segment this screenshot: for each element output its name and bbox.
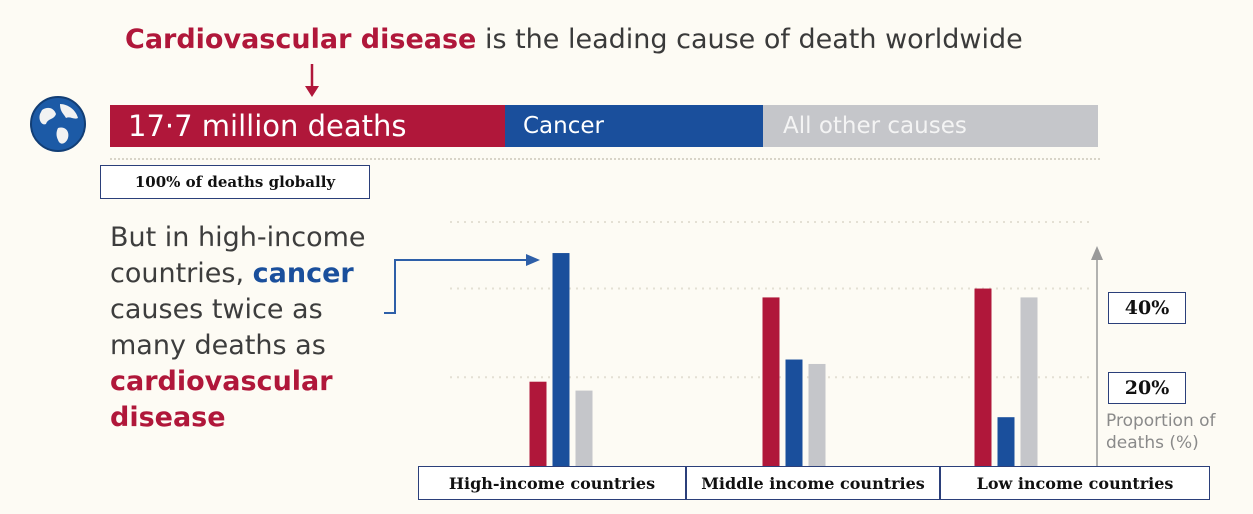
bar-cardiovascular-disease: [762, 297, 780, 466]
global-caption-box: 100% of deaths globally: [100, 165, 370, 199]
bar-cardiovascular-disease: [974, 288, 992, 466]
narrative-text: But in high-income countries, cancer cau…: [110, 220, 380, 436]
bar-cancer: [997, 417, 1015, 466]
bar-all-other-causes: [808, 363, 826, 466]
category-label: High-income countries: [418, 466, 686, 500]
bar-all-other-causes: [1020, 297, 1038, 466]
category-label: Low income countries: [940, 466, 1210, 500]
narrative-part2: causes twice as many deaths as: [110, 294, 326, 361]
callout-arrow-head: [526, 254, 540, 266]
title-highlight: Cardiovascular disease: [125, 24, 477, 55]
narrative-part1: But in high-income countries,: [110, 222, 366, 289]
narrative-cvd: cardiovascular disease: [110, 366, 333, 433]
bar-cardiovascular-disease: [529, 381, 547, 466]
ytick-20: 20%: [1108, 372, 1186, 404]
segment-other: All other causes: [763, 105, 1098, 147]
y-axis-arrow-icon: [1091, 246, 1103, 260]
bar-cancer: [552, 253, 570, 466]
globe-icon: [30, 96, 86, 152]
category-axis: High-income countries Middle income coun…: [418, 466, 1210, 500]
bar-all-other-causes: [575, 390, 593, 466]
callout-arrow-line: [384, 259, 528, 314]
down-arrow-icon: [305, 64, 319, 97]
segment-cvd: 17·7 million deaths: [110, 105, 505, 147]
chart-title: Cardiovascular disease is the leading ca…: [125, 24, 1125, 55]
category-label: Middle income countries: [686, 466, 940, 500]
global-deaths-bar: 17·7 million deaths Cancer All other cau…: [110, 105, 1098, 147]
ytick-40: 40%: [1108, 292, 1186, 324]
dotted-divider: [110, 158, 1100, 160]
bar-cancer: [785, 359, 803, 466]
narrative-cancer: cancer: [252, 258, 354, 289]
y-axis-label: Proportion of deaths (%): [1106, 411, 1216, 453]
segment-cancer: Cancer: [505, 105, 763, 147]
title-rest: is the leading cause of death worldwide: [476, 24, 1023, 55]
